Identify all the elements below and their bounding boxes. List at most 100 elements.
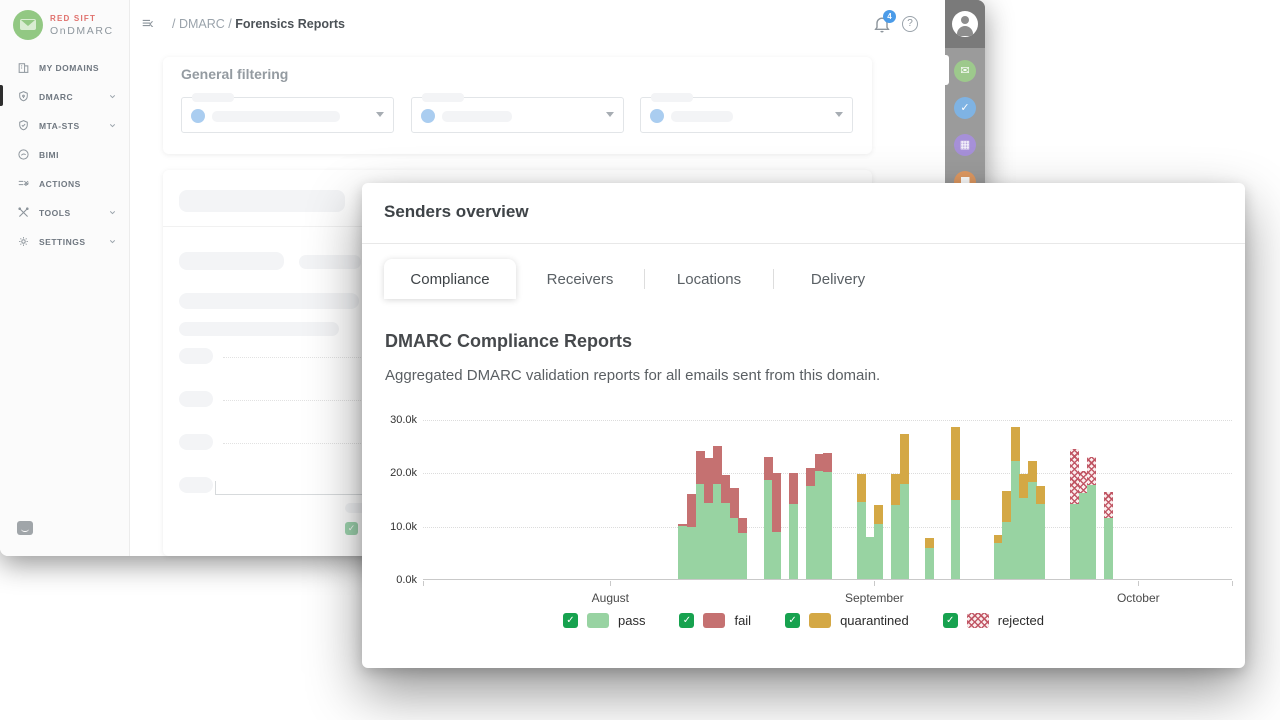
sidebar-item-actions[interactable]: ACTIONS [0, 169, 129, 198]
stacked-bar [772, 472, 782, 579]
legend-swatch-fail [703, 613, 726, 628]
sidebar-item-tools[interactable]: TOOLS [0, 198, 129, 227]
bar-segment-fail [678, 523, 688, 527]
legend-item-rejected[interactable]: ✓ rejected [942, 613, 1044, 628]
bar-segment-fail [823, 452, 833, 473]
stacked-bar [1036, 485, 1046, 579]
legend-checkbox-quarantined[interactable]: ✓ [785, 613, 801, 628]
stacked-bar [1104, 492, 1114, 579]
bar-segment-rejected [1070, 448, 1080, 504]
bar-segment-pass [738, 533, 748, 579]
ondmarc-app-icon[interactable]: ✉ [954, 60, 976, 82]
x-axis-tick [610, 581, 612, 586]
bar-segment-pass [865, 536, 875, 579]
chart-legend: ✓ pass ✓ fail ✓ quarantined ✓ rejected [362, 613, 1245, 628]
sidebar-item-settings[interactable]: SETTINGS [0, 227, 129, 256]
tab-delivery[interactable]: Delivery [810, 270, 866, 288]
chart-title: DMARC Compliance Reports [385, 331, 633, 351]
bar-segment-fail [738, 518, 748, 534]
stacked-bar [865, 536, 875, 579]
sidebar-item-bimi[interactable]: BIMI [0, 140, 129, 169]
stacked-bar [1010, 427, 1020, 579]
chevron-down-icon [606, 112, 614, 117]
legend-checkbox-rejected[interactable]: ✓ [942, 613, 958, 628]
stacked-bar [823, 452, 833, 579]
bar-segment-pass [763, 480, 773, 579]
filter-select-2[interactable] [411, 93, 624, 133]
bar-segment-fail [772, 472, 782, 532]
legend-item-quarantined[interactable]: ✓ quarantined [785, 613, 909, 628]
bar-segment-fail [695, 451, 705, 485]
help-icon[interactable]: ? [902, 16, 918, 32]
bar-segment-pass [950, 499, 960, 579]
stacked-bar [686, 493, 696, 579]
bar-segment-pass [721, 502, 731, 579]
chevron-down-icon [109, 124, 116, 128]
bar-segment-pass [772, 531, 782, 579]
bar-segment-pass [1036, 503, 1046, 579]
chevron-down-icon [109, 240, 116, 244]
bar-segment-fail [789, 473, 799, 504]
avatar-icon [952, 11, 978, 37]
stacked-bar [712, 446, 722, 579]
bar-segment-quarantined [925, 537, 935, 549]
x-axis-label: October [1116, 591, 1160, 605]
tab-compliance[interactable]: Compliance [384, 259, 516, 299]
bar-segment-pass [874, 523, 884, 579]
bar-segment-pass [1010, 460, 1020, 579]
sidebar-nav: MY DOMAINS DMARC MTA-STS BIMI ACTIONS [0, 53, 129, 256]
chart-subtitle: Aggregated DMARC validation reports for … [385, 367, 881, 384]
chat-widget-icon[interactable] [17, 521, 33, 535]
bar-segment-fail [721, 475, 731, 503]
legend-swatch-rejected [966, 613, 989, 628]
chevron-down-icon [109, 211, 116, 215]
logo-brand: RED SIFT [50, 13, 97, 23]
sidebar-item-my-domains[interactable]: MY DOMAINS [0, 53, 129, 82]
stacked-bar [1002, 491, 1012, 579]
grid-app-icon[interactable]: ▦ [954, 134, 976, 156]
tab-receivers[interactable]: Receivers [546, 270, 614, 288]
bar-segment-fail [763, 456, 773, 481]
stacked-bar [729, 488, 739, 579]
legend-checkbox-pass[interactable]: ✓ [562, 613, 578, 628]
stacked-bar [1078, 471, 1088, 579]
bar-segment-quarantined [1019, 473, 1029, 498]
legend-label: fail [734, 613, 752, 628]
y-axis-label: 20.0k [390, 467, 417, 480]
bar-segment-fail [814, 454, 824, 471]
bar-segment-pass [891, 505, 901, 579]
app-logo[interactable]: RED SIFT OnDMARC [13, 10, 114, 40]
bar-segment-pass [686, 526, 696, 579]
sidebar-item-dmarc[interactable]: DMARC [0, 82, 129, 111]
stacked-bar [721, 475, 731, 579]
x-axis-tick [874, 581, 876, 586]
bar-segment-rejected [1087, 457, 1097, 485]
filter-select-3[interactable] [640, 93, 853, 133]
general-filtering-title: General filtering [181, 66, 289, 82]
bar-segment-pass [899, 484, 909, 579]
tab-locations[interactable]: Locations [676, 270, 742, 288]
sidebar-item-mta-sts[interactable]: MTA-STS [0, 111, 129, 140]
x-axis-tick [1232, 581, 1233, 586]
bar-segment-pass [1070, 503, 1080, 579]
stacked-bar [806, 467, 816, 579]
shield-app-icon[interactable]: ✓ [954, 97, 976, 119]
breadcrumb[interactable]: / DMARC / Forensics Reports [172, 17, 345, 31]
bar-segment-pass [712, 483, 722, 579]
filter-select-1[interactable] [181, 93, 394, 133]
bar-segment-pass [789, 503, 799, 579]
bar-segment-fail [729, 488, 739, 518]
legend-item-pass[interactable]: ✓ pass [562, 613, 646, 628]
sidebar-collapse-icon[interactable]: ≡‹ [142, 15, 154, 32]
tab-bar: Compliance Receivers Locations Delivery [384, 259, 902, 299]
legend-item-fail[interactable]: ✓ fail [679, 613, 751, 628]
user-avatar[interactable] [945, 0, 985, 48]
legend-label: pass [617, 613, 646, 628]
chevron-down-icon [376, 112, 384, 117]
bar-segment-pass [695, 484, 705, 579]
legend-checkbox-fail[interactable]: ✓ [679, 613, 695, 628]
active-section-indicator [0, 85, 3, 106]
skeleton-checkbox[interactable]: ✓ [345, 522, 358, 535]
bar-segment-fail [712, 446, 722, 484]
stacked-bar [814, 454, 824, 579]
